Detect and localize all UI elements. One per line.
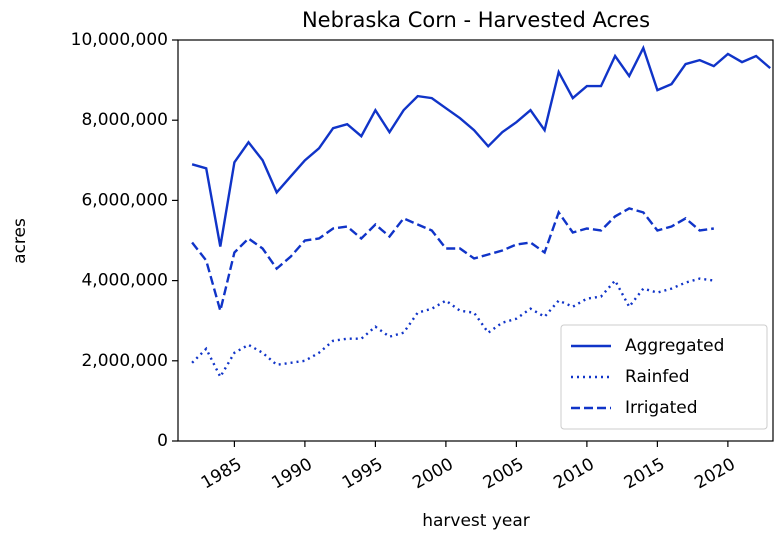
plot-area <box>191 44 771 380</box>
series-line <box>191 277 714 380</box>
y-tick-label: 4,000,000 <box>81 271 168 291</box>
x-tick-label: 2020 <box>691 454 738 493</box>
x-tick-label: 2015 <box>621 454 668 493</box>
y-tick-label: 6,000,000 <box>81 190 168 210</box>
series-line <box>191 44 771 247</box>
legend-box <box>560 324 768 430</box>
y-tick-label: 10,000,000 <box>71 30 168 50</box>
x-tick-label: 1985 <box>198 454 245 493</box>
x-axis-label: harvest year <box>422 511 530 531</box>
x-tick-label: 2000 <box>409 454 456 493</box>
x-tick-label: 1995 <box>339 454 386 493</box>
x-tick-label: 2010 <box>550 454 597 493</box>
series-line <box>191 207 714 316</box>
legend-label: Aggregated <box>625 336 724 356</box>
x-tick-label: 2005 <box>480 454 527 493</box>
y-tick-label: 0 <box>157 431 168 451</box>
legend-label: Rainfed <box>625 367 690 387</box>
chart-title: Nebraska Corn - Harvested Acres <box>302 8 650 32</box>
legend: Aggregated Rainfed Irrigated <box>560 324 768 430</box>
y-tick-label: 2,000,000 <box>81 351 168 371</box>
legend-label: Irrigated <box>625 398 698 418</box>
y-tick-label: 8,000,000 <box>81 110 168 130</box>
y-axis-label: acres <box>10 218 30 264</box>
axes-frame <box>177 39 774 442</box>
x-tick-label: 1990 <box>268 454 315 493</box>
